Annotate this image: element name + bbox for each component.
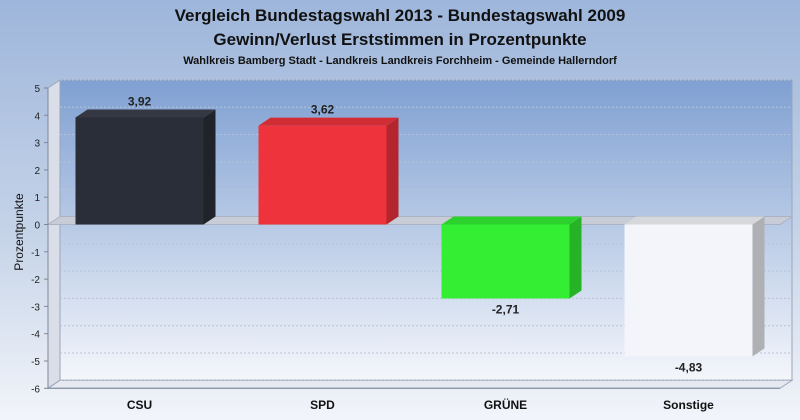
- data-label: 3,92: [128, 94, 152, 108]
- grid-lines: [60, 79, 792, 381]
- y-tick-label: 3: [34, 139, 40, 150]
- y-tick-label: 0: [34, 221, 40, 232]
- bar-top: [441, 216, 582, 225]
- data-label: -2,71: [492, 302, 520, 316]
- chart-subtitle: Gewinn/Verlust Erststimmen in Prozentpun…: [213, 30, 586, 49]
- y-axis: 5 4 3 2 1 0 -1 -2 -3 -4 -5 -6: [31, 84, 49, 395]
- bar-side: [569, 216, 582, 299]
- x-tick-label: CSU: [127, 398, 152, 412]
- chart-title: Vergleich Bundestagswahl 2013 - Bundesta…: [175, 6, 626, 25]
- bar-front: [258, 125, 387, 225]
- bar-side: [752, 216, 765, 357]
- y-tick-label: 4: [34, 111, 40, 122]
- bar-front: [624, 224, 753, 357]
- bars: 3,92 3,62 -2,71 -4,83: [75, 94, 765, 374]
- x-tick-label: GRÜNE: [484, 397, 527, 412]
- y-axis-label: Prozentpunkte: [12, 193, 26, 271]
- bar-side: [203, 109, 216, 225]
- bar-csu: 3,92: [75, 94, 216, 225]
- bar-side: [386, 117, 399, 225]
- bar-spd: 3,62: [258, 103, 399, 225]
- x-tick-label: SPD: [310, 398, 335, 412]
- bar-sonstige: -4,83: [624, 216, 765, 374]
- chart-subsubtitle: Wahlkreis Bamberg Stadt - Landkreis Land…: [183, 55, 617, 67]
- bar-top: [75, 109, 216, 118]
- plot-area: [46, 79, 794, 390]
- x-tick-label: Sonstige: [663, 398, 714, 412]
- y-tick-label: -1: [31, 248, 40, 259]
- y-tick-label: -3: [31, 302, 40, 313]
- y-tick-label: -6: [31, 384, 40, 395]
- y-tick-label: -4: [31, 330, 40, 341]
- x-axis: CSU SPD GRÜNE Sonstige: [48, 387, 780, 412]
- bar-front: [75, 117, 204, 225]
- bar-front: [441, 224, 570, 299]
- y-tick-label: -5: [31, 357, 40, 368]
- y-tick-label: 2: [34, 166, 40, 177]
- data-label: -4,83: [675, 360, 703, 374]
- y-tick-label: -2: [31, 275, 40, 286]
- left-wall: [47, 79, 61, 390]
- y-tick-label: 5: [34, 84, 40, 95]
- floor: [46, 379, 794, 389]
- bar-top: [258, 117, 399, 126]
- bar-top: [624, 216, 765, 225]
- data-label: 3,62: [311, 103, 335, 117]
- bar-grüne: -2,71: [441, 216, 582, 316]
- y-tick-label: 1: [34, 193, 40, 204]
